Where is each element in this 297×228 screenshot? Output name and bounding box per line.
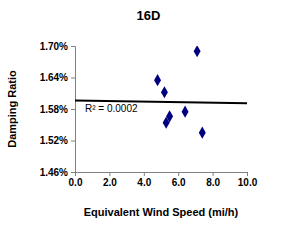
- tick-mark: [71, 46, 75, 47]
- point: [182, 106, 189, 118]
- tick-label: 0.0: [69, 177, 83, 188]
- tick-label: 2.0: [103, 177, 117, 188]
- x-axis-title: Equivalent Wind Speed (mi/h): [84, 206, 239, 218]
- tick-label: 4.0: [137, 177, 151, 188]
- tick: 1.58%: [40, 104, 75, 115]
- plot-area: [75, 46, 247, 139]
- tick: 2.0: [103, 172, 117, 188]
- tick: 1.52%: [40, 135, 75, 146]
- tick: 1.64%: [40, 72, 75, 83]
- tick: 1.46%: [40, 167, 75, 178]
- tick: 4.0: [137, 172, 151, 188]
- tick-label: 1.46%: [40, 167, 68, 178]
- y-axis: 1.46% 1.52% 1.58% 1.64% 1.70%: [40, 41, 76, 178]
- point: [154, 74, 161, 86]
- chart: 16D 0.0 2.0 4.0 6.0 8.0 10.0 1.46% 1.52% 1.58% 1.6…: [0, 0, 297, 228]
- tick-mark: [144, 172, 145, 176]
- tick-label: 1.58%: [40, 104, 68, 115]
- tick: 0.0: [69, 172, 83, 188]
- tick-label: 1.70%: [40, 41, 68, 52]
- tick-mark: [71, 172, 75, 173]
- point: [161, 86, 168, 98]
- tick-mark: [213, 172, 214, 176]
- title: 16D: [137, 8, 161, 23]
- tick: 1.70%: [40, 41, 75, 52]
- tick-label: 6.0: [172, 177, 186, 188]
- point: [199, 127, 206, 139]
- tick: 6.0: [172, 172, 186, 188]
- tick: 10.0: [238, 172, 258, 188]
- axis-line: [76, 173, 248, 177]
- tick-label: 1.52%: [40, 135, 68, 146]
- tick-label: 8.0: [206, 177, 220, 188]
- tick-mark: [71, 109, 75, 110]
- tick-mark: [178, 172, 179, 176]
- tick-label: 10.0: [238, 177, 258, 188]
- axis-line: [71, 47, 76, 173]
- point: [163, 117, 170, 129]
- tick-mark: [71, 141, 75, 142]
- tick-mark: [71, 78, 75, 79]
- annotation: R² = 0.0002: [85, 103, 138, 114]
- point: [194, 46, 201, 57]
- tick-label: 1.64%: [40, 72, 68, 83]
- tick-mark: [109, 172, 110, 176]
- tick: 8.0: [206, 172, 220, 188]
- x-axis: 0.0 2.0 4.0 6.0 8.0 10.0: [69, 172, 258, 188]
- y-axis-title: Damping Ratio: [6, 70, 18, 148]
- tick-mark: [247, 172, 248, 176]
